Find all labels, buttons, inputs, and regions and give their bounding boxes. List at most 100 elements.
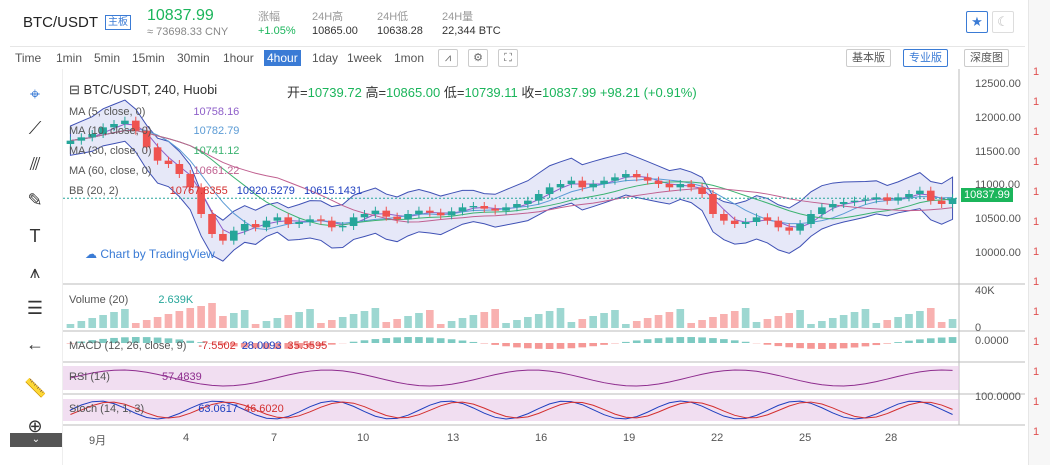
interval-15min[interactable]: 15min: [132, 51, 165, 65]
candle-body: [709, 194, 717, 214]
stoch-k: 63.0617: [198, 403, 238, 415]
bb-basis: 10767.8355: [170, 185, 228, 197]
volume-bar: [927, 308, 935, 328]
volume-bar: [78, 321, 86, 328]
volume-name: Volume (20): [69, 294, 128, 306]
macd-bar: [709, 338, 717, 343]
candle-body: [753, 217, 761, 222]
fib-icon[interactable]: ☰: [24, 297, 46, 319]
macd-bar: [437, 338, 445, 343]
chart-area[interactable]: ⊟ BTC/USDT, 240, Huobi 开=10739.72 高=1086…: [63, 69, 1025, 465]
candle-body: [274, 217, 282, 220]
candle-body: [916, 191, 924, 194]
collapse-legend-icon[interactable]: ⊟: [69, 82, 80, 97]
time-tick: 13: [447, 432, 459, 444]
interval-4hour[interactable]: 4hour: [264, 50, 301, 66]
candle-body: [78, 137, 86, 140]
side-value: 1: [1033, 96, 1039, 108]
macd-bar: [589, 343, 597, 346]
volume-bar: [295, 312, 303, 328]
candle-body: [949, 198, 957, 204]
volume-bar: [829, 318, 837, 328]
macd-bar: [851, 343, 859, 348]
volume-bar: [306, 309, 314, 328]
candle-body: [622, 174, 630, 177]
stat-value-high: 10865.00: [312, 25, 358, 37]
ohlc-change-value: +98.21 (+0.91%): [600, 85, 697, 100]
favorite-star-icon[interactable]: ★: [966, 11, 988, 33]
candle-body: [67, 141, 75, 144]
interval-30min[interactable]: 30min: [177, 51, 210, 65]
bb-lower: 10615.1431: [304, 185, 362, 197]
candle-body: [295, 222, 303, 224]
macd-bar: [361, 340, 369, 343]
volume-bar: [851, 312, 859, 328]
interval-1min[interactable]: 1min: [56, 51, 82, 65]
macd-bar: [382, 338, 390, 343]
volume-bar: [883, 320, 891, 328]
macd-bar: [731, 340, 739, 343]
right-scroll-strip[interactable]: 1 1 1 1 1 1 1 1 1 1 1 1 1: [1028, 0, 1050, 465]
stat-label-change: 涨幅: [258, 8, 280, 24]
view-basic-button[interactable]: 基本版: [846, 49, 891, 67]
macd-bar: [949, 337, 957, 343]
bb-name: BB (20, 2): [69, 185, 119, 197]
chart-type-icon[interactable]: ⩘: [438, 49, 458, 67]
interval-1day[interactable]: 1day: [312, 51, 338, 65]
macd-bar: [905, 341, 913, 343]
brush-icon[interactable]: ✎: [24, 189, 46, 211]
settings-icon[interactable]: ⚙: [468, 49, 488, 67]
volume-bar: [862, 309, 870, 328]
macd-bar: [916, 339, 924, 343]
pattern-icon[interactable]: ⩚: [24, 261, 46, 283]
fullscreen-icon[interactable]: ⛶: [498, 49, 518, 67]
back-arrow-icon[interactable]: ←: [24, 333, 46, 355]
volume-bar: [459, 318, 467, 328]
pair-name[interactable]: BTC/USDT: [23, 14, 98, 31]
candle-body: [894, 197, 902, 200]
pitchfork-icon[interactable]: ⫻: [24, 153, 46, 175]
candle-body: [252, 224, 260, 227]
side-value: 1: [1033, 126, 1039, 138]
interval-1week[interactable]: 1week: [347, 51, 382, 65]
candle-body: [404, 214, 412, 219]
candle-body: [655, 181, 663, 184]
collapse-toolbar-icon[interactable]: ⌄: [10, 433, 62, 447]
volume-bar: [818, 321, 826, 328]
trendline-icon[interactable]: ⟋: [24, 117, 46, 139]
view-depth-button[interactable]: 深度图: [964, 49, 1009, 67]
macd-bar: [796, 343, 804, 348]
candle-body: [796, 224, 804, 231]
volume-bar: [546, 311, 554, 328]
volume-bar: [437, 324, 445, 328]
candle-body: [589, 184, 597, 187]
macd-bar: [622, 342, 630, 343]
night-mode-icon[interactable]: ☾: [992, 11, 1014, 33]
interval-5min[interactable]: 5min: [94, 51, 120, 65]
interval-time[interactable]: Time: [15, 51, 41, 65]
view-pro-button[interactable]: 专业版: [903, 49, 948, 67]
side-value: 1: [1033, 246, 1039, 258]
candle-body: [862, 199, 870, 200]
macd-line: 28.0093: [242, 340, 282, 352]
ruler-icon[interactable]: 📏: [24, 377, 46, 399]
text-tool-icon[interactable]: T: [24, 225, 46, 247]
interval-1mon[interactable]: 1mon: [394, 51, 424, 65]
cloud-icon: ☁: [85, 247, 97, 261]
stat-label-high: 24H高: [312, 8, 343, 24]
side-value: 1: [1033, 66, 1039, 78]
macd-bar: [578, 343, 586, 347]
crosshair-icon[interactable]: ⌖: [24, 83, 46, 105]
volume-bar: [676, 309, 684, 328]
time-tick: 19: [623, 432, 635, 444]
ohlc-open-value: 10739.72: [308, 85, 362, 100]
candle-body: [829, 204, 837, 207]
candle-body: [535, 194, 543, 201]
time-tick: 22: [711, 432, 723, 444]
interval-1hour[interactable]: 1hour: [223, 51, 254, 65]
volume-bar: [731, 311, 739, 328]
volume-bar: [502, 323, 510, 328]
macd-bar: [655, 338, 663, 343]
ma30-name: MA (30, close, 0): [69, 145, 152, 157]
